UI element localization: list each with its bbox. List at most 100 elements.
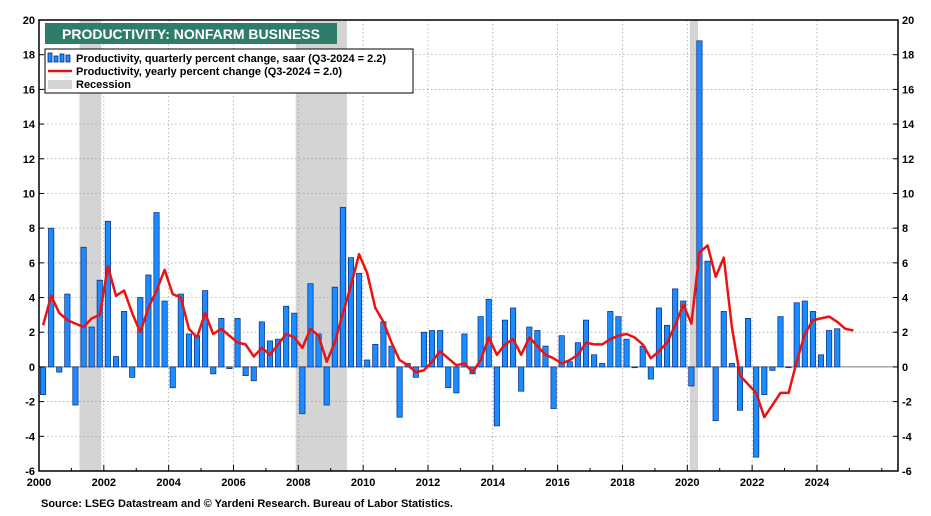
bar: [623, 338, 630, 368]
y-tick-label: -2: [902, 397, 912, 409]
y-tick-label: -4: [25, 431, 36, 443]
legend-recession-swatch: [48, 80, 72, 89]
y-tick-label: 0: [29, 362, 35, 374]
bar: [129, 366, 136, 378]
bar: [728, 363, 735, 368]
bar: [323, 366, 330, 406]
x-tick-label: 2000: [27, 477, 51, 489]
bar: [56, 366, 63, 373]
bar: [769, 366, 776, 371]
y-tick-label: 8: [902, 223, 908, 235]
x-tick-label: 2024: [805, 477, 830, 489]
y-tick-label: 16: [902, 84, 914, 96]
bar: [356, 272, 363, 368]
yearly-line: [41, 244, 854, 419]
bar: [210, 366, 217, 375]
bar: [753, 366, 760, 458]
bar: [177, 293, 184, 368]
series-line: [41, 244, 854, 419]
y-tick-label: 20: [902, 15, 914, 27]
bar: [64, 293, 71, 368]
legend-label-recession: Recession: [76, 79, 131, 91]
bar: [250, 366, 257, 382]
bar: [777, 316, 784, 368]
y-tick-label: 2: [29, 327, 35, 339]
title-background: [45, 23, 337, 44]
y-tick-label: 14: [23, 119, 36, 131]
bar: [145, 274, 152, 368]
bar: [493, 366, 500, 427]
bar: [437, 330, 444, 368]
y-tick-label: 6: [29, 258, 35, 270]
bar: [275, 338, 282, 368]
bar: [591, 354, 598, 368]
bar: [258, 321, 265, 368]
bar: [477, 316, 484, 368]
bar: [193, 335, 201, 368]
y-tick-label: 14: [902, 119, 915, 131]
y-tick-label: 20: [23, 15, 35, 27]
bar: [169, 366, 176, 389]
bar: [112, 356, 120, 368]
y-tick-label: 6: [902, 258, 908, 270]
bar: [364, 359, 371, 368]
bar: [688, 366, 695, 387]
bar: [40, 366, 47, 396]
y-tick-label: 4: [29, 293, 36, 305]
bar: [526, 326, 533, 368]
bar: [453, 366, 460, 394]
bar: [242, 366, 249, 376]
bar: [347, 257, 355, 368]
bar: [218, 318, 225, 368]
y-tick-label: 18: [902, 50, 914, 62]
y-tick-label: 12: [23, 154, 35, 166]
x-tick-label: 2008: [286, 477, 310, 489]
bar: [736, 366, 744, 411]
y-tick-label: -4: [902, 431, 913, 443]
legend-box: [44, 48, 414, 94]
bar: [712, 366, 719, 422]
bar: [226, 366, 233, 370]
x-tick-label: 2020: [675, 477, 699, 489]
y-tick-label: 2: [902, 327, 908, 339]
bar: [647, 366, 654, 380]
bar: [96, 279, 103, 368]
bar: [185, 333, 192, 368]
bar: [121, 311, 128, 368]
source-note: Source: LSEG Datastream and © Yardeni Re…: [41, 498, 453, 510]
bar: [88, 326, 95, 368]
quarterly-bars: [40, 40, 841, 458]
bar: [80, 246, 87, 368]
bar: [510, 307, 517, 368]
plot-frame: [38, 19, 899, 472]
y-tick-label: 10: [902, 188, 914, 200]
bar: [104, 220, 111, 368]
x-tick-label: 2022: [740, 477, 764, 489]
x-tick-label: 2018: [610, 477, 634, 489]
legend: Productivity, quarterly percent change, …: [44, 48, 414, 94]
bar: [307, 283, 314, 368]
recession-band: [689, 20, 698, 471]
y-axis-left: -6 -4 -2 0 2 4 6 8 10 12 14 16 18 20: [23, 15, 44, 478]
x-tick-label: 2006: [221, 477, 245, 489]
bar: [372, 344, 379, 368]
bar: [485, 298, 492, 368]
bar: [396, 366, 403, 418]
bar: [299, 366, 306, 415]
legend-label-quarterly: Productivity, quarterly percent change, …: [76, 53, 386, 65]
bar: [550, 366, 557, 409]
bar: [339, 206, 346, 368]
bar: [72, 366, 79, 406]
x-tick-label: 2016: [545, 477, 569, 489]
y-tick-label: 8: [29, 223, 35, 235]
chart-title: PRODUCTIVITY: NONFARM BUSINESS: [62, 26, 320, 42]
y-tick-label: 16: [23, 84, 35, 96]
bar: [631, 366, 638, 369]
y-tick-label: 4: [902, 293, 909, 305]
x-tick-label: 2014: [481, 477, 506, 489]
bar: [680, 300, 687, 368]
y-tick-label: -6: [902, 466, 912, 478]
bar: [809, 311, 816, 368]
bar: [785, 366, 792, 369]
